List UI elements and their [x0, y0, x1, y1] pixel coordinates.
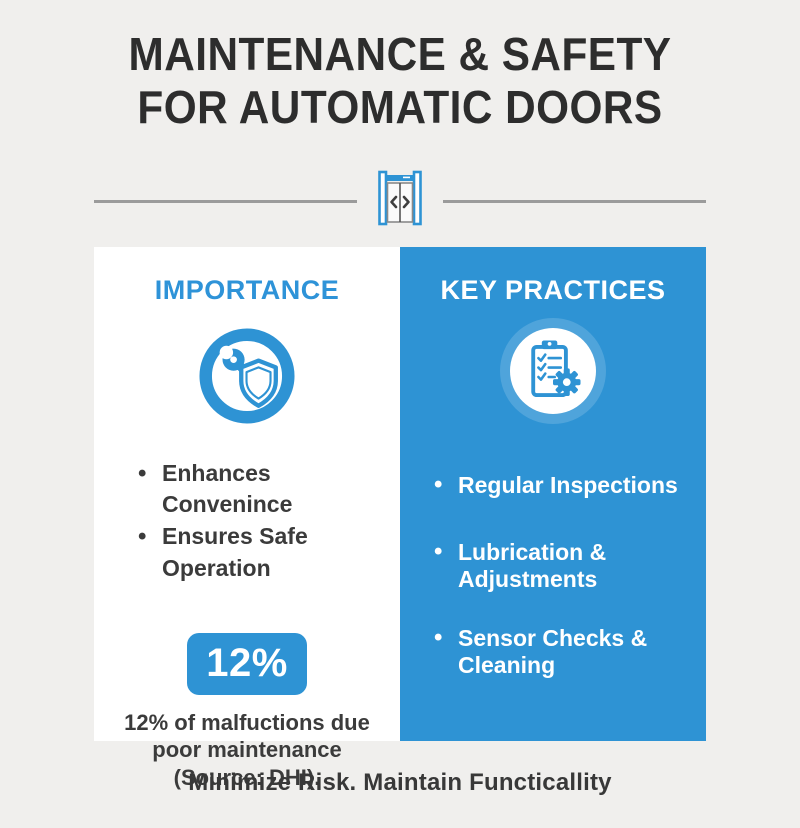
- content-columns: IMPORTANCE Enhances Convenince Ensures S…: [94, 246, 706, 790]
- key-practices-header: KEY PRACTICES: [440, 274, 666, 305]
- page-title: MAINTENANCE & SAFETY FOR AUTOMATIC DOORS: [32, 28, 768, 135]
- divider-line-right: [443, 200, 706, 204]
- page-title-text: MAINTENANCE & SAFETY FOR AUTOMATIC DOORS: [128, 28, 672, 134]
- wrench-shield-icon: [199, 328, 295, 424]
- clipboard-checklist-gear-icon: [505, 327, 601, 424]
- footer-tagline: Minimize Risk. Maintain Functicallity: [188, 768, 612, 796]
- stat-caption: 12% of malfuctions due poor maintenance …: [94, 709, 400, 792]
- list-item: Sensor Checks & Cleaning: [434, 624, 706, 679]
- importance-header: IMPORTANCE: [154, 274, 340, 305]
- stat-caption-line: poor maintenance: [152, 737, 342, 763]
- importance-card: IMPORTANCE Enhances Convenince Ensures S…: [94, 246, 400, 790]
- divider-line-left: [94, 200, 357, 204]
- list-item: Regular Inspections: [434, 471, 706, 499]
- infographic-page: MAINTENANCE & SAFETY FOR AUTOMATIC DOORS…: [0, 28, 800, 828]
- importance-bullet-list: Enhances Convenince Ensures Safe Operati…: [138, 457, 400, 585]
- icon-halo: [510, 327, 596, 414]
- stat-badge: 12%: [187, 632, 307, 695]
- list-item: Enhances Convenince: [138, 457, 400, 521]
- key-practices-card: KEY PRACTICES: [400, 246, 706, 741]
- list-item: Lubrication & Adjustments: [434, 538, 706, 593]
- stat-caption-line: (Source: DHI).: [173, 765, 321, 791]
- automatic-sliding-door-icon: [377, 170, 423, 233]
- divider: [0, 170, 800, 233]
- stat-caption-line: 12% of malfuctions due: [124, 709, 370, 735]
- key-practices-bullet-list: Regular Inspections Lubrication & Adjust…: [434, 471, 706, 679]
- list-item: Ensures Safe Operation: [138, 520, 400, 584]
